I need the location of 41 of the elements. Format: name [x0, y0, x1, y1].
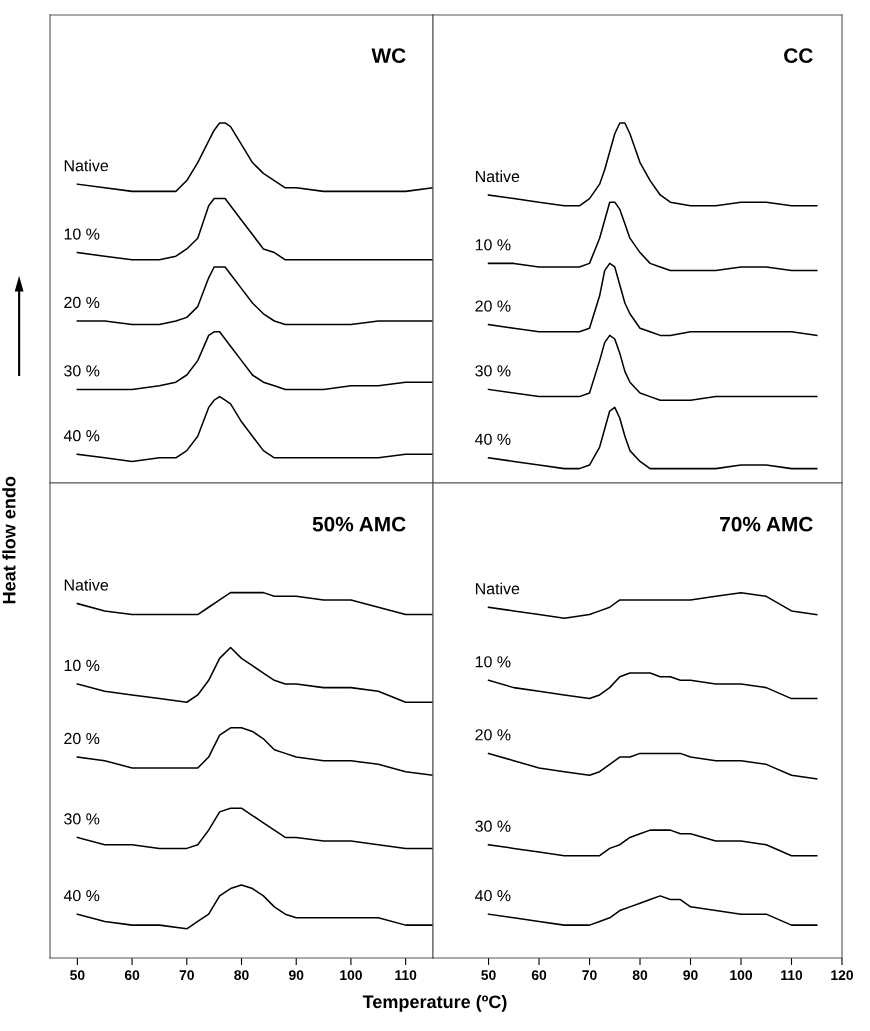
x-tick-label: 110	[395, 970, 417, 981]
series-label: 10 %	[475, 656, 511, 668]
chart-title: CC	[784, 48, 813, 64]
x-tick-label: 90	[683, 970, 698, 981]
x-tick-label: 120	[831, 970, 853, 981]
series-label: 20 %	[475, 729, 511, 741]
chart-title: 70% AMC	[720, 516, 813, 532]
x-tick-label: 60	[124, 970, 140, 981]
series-label: 10 %	[64, 659, 100, 672]
x-tick-label: 50	[481, 970, 496, 981]
x-tick-label: 90	[288, 970, 304, 981]
series-label: 30 %	[64, 365, 100, 377]
x-axis-title: Temperature (ºC)	[362, 994, 507, 1012]
series-label: Native	[475, 582, 520, 595]
series-label: 20 %	[64, 732, 100, 745]
series-label: Native	[64, 578, 109, 591]
series-label: 40 %	[475, 889, 511, 902]
series-label: Native	[475, 170, 520, 183]
series-label: 20 %	[475, 300, 511, 312]
series-label: 40 %	[63, 889, 100, 902]
series-label: 10 %	[475, 239, 511, 251]
series-label: 20 %	[64, 296, 100, 309]
y-axis-title: Heat flow endo	[2, 476, 16, 604]
chart-title: 50% AMC	[312, 516, 406, 532]
x-tick-label: 80	[234, 970, 249, 981]
x-tick-label: 70	[582, 970, 597, 981]
x-tick-label: 100	[730, 970, 753, 981]
series-label: 30 %	[475, 820, 511, 832]
series-label: 10 %	[64, 228, 100, 240]
x-tick-label: 80	[632, 970, 648, 981]
series-label: 40 %	[63, 430, 100, 442]
x-tick-label: 60	[531, 970, 547, 981]
series-label: 30 %	[64, 813, 100, 825]
x-tick-label: 110	[781, 970, 803, 981]
x-tick-label: 70	[179, 970, 194, 981]
chart-title: WC	[371, 48, 406, 64]
x-tick-label: 50	[70, 970, 85, 981]
series-label: 40 %	[475, 433, 511, 445]
series-label: 30 %	[475, 365, 511, 377]
series-label: Native	[64, 159, 109, 172]
x-tick-label: 100	[340, 970, 362, 981]
